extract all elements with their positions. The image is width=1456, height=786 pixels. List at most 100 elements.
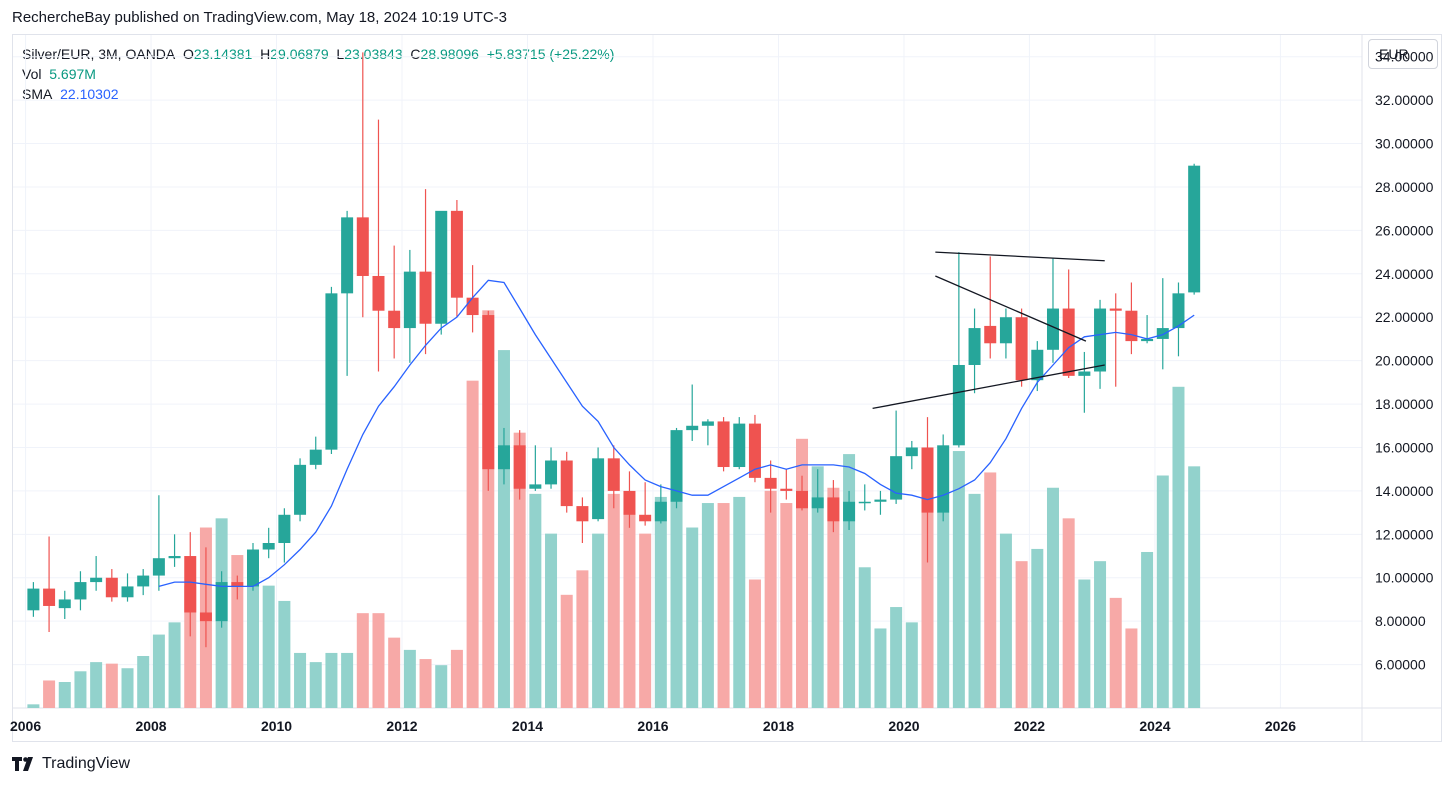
candle-body: [607, 458, 620, 491]
volume-row[interactable]: Vol 5.697M: [22, 64, 614, 84]
candle-body: [968, 328, 981, 365]
volume-bar: [168, 622, 181, 708]
tradingview-brand[interactable]: TradingView: [12, 755, 130, 773]
volume-bar: [701, 503, 714, 708]
candle: [905, 440, 918, 470]
x-tick-label: 2018: [763, 718, 794, 734]
candle: [780, 469, 793, 500]
candle: [560, 451, 573, 513]
candle: [388, 245, 401, 359]
candle: [231, 575, 244, 600]
close-value: 28.98096: [420, 46, 479, 62]
volume-bar: [1172, 386, 1185, 708]
volume-bar: [1141, 551, 1154, 708]
candle-body: [152, 558, 165, 576]
x-tick-label: 2008: [135, 718, 166, 734]
brand-name: TradingView: [42, 755, 131, 772]
y-tick-label: 20.00000: [1375, 353, 1434, 369]
candle: [545, 447, 558, 489]
candle: [325, 286, 338, 454]
candle: [341, 210, 354, 376]
candle-body: [121, 586, 134, 598]
candle: [74, 571, 87, 611]
y-tick-label: 8.00000: [1375, 613, 1426, 629]
volume-bar: [90, 662, 103, 708]
candle-body: [827, 497, 840, 522]
candle: [356, 52, 369, 318]
volume-value: 5.697M: [49, 66, 96, 82]
volume-bar: [858, 567, 871, 708]
volume-bar: [246, 579, 259, 708]
volume-bar: [262, 585, 275, 708]
candle-body: [215, 582, 228, 622]
candle: [1062, 269, 1075, 379]
volume-bar: [1109, 597, 1122, 708]
candle: [999, 308, 1012, 359]
candle: [654, 484, 667, 524]
candle: [670, 427, 683, 509]
candle-body: [497, 445, 510, 470]
candle-body: [921, 447, 934, 513]
candle: [419, 189, 432, 355]
candle: [90, 556, 103, 591]
candle-body: [1078, 371, 1091, 376]
volume-bar: [513, 432, 526, 708]
candle-body: [733, 423, 746, 468]
candle: [701, 419, 714, 446]
sma-row[interactable]: SMA 22.10302: [22, 84, 614, 104]
low-value: 23.03843: [344, 46, 403, 62]
candle-body: [1062, 308, 1075, 376]
volume-bar: [780, 503, 793, 708]
volume-bar: [560, 594, 573, 708]
y-tick-label: 28.00000: [1375, 179, 1434, 195]
y-tick-label: 34.00000: [1375, 49, 1434, 65]
volume-bar: [466, 380, 479, 708]
candle: [874, 490, 887, 515]
candle-body: [105, 577, 118, 598]
volume-bar: [1188, 466, 1201, 708]
candle: [199, 547, 212, 648]
volume-bar: [105, 663, 118, 708]
candle-body: [1172, 293, 1185, 329]
candle-body: [246, 549, 259, 587]
candle-body: [937, 445, 950, 513]
x-tick-label: 2014: [512, 718, 543, 734]
candle-body: [560, 460, 573, 507]
volume-bar: [764, 490, 777, 708]
candle-body: [1188, 165, 1201, 293]
y-tick-label: 16.00000: [1375, 439, 1434, 455]
candle-body: [764, 477, 777, 489]
x-tick-label: 2020: [888, 718, 919, 734]
candle-body: [482, 315, 495, 470]
candle: [1188, 163, 1201, 295]
sma-label: SMA: [22, 86, 53, 102]
high-label: H: [260, 46, 271, 62]
volume-bar: [278, 600, 291, 708]
candle-body: [1094, 308, 1107, 372]
y-tick-label: 6.00000: [1375, 657, 1426, 673]
candle-body: [513, 445, 526, 489]
currency-button[interactable]: EUR: [1368, 39, 1438, 69]
candle-body: [403, 271, 416, 329]
candle-body: [466, 297, 479, 316]
candle-body: [639, 514, 652, 522]
ohlc-row: Silver/EUR, 3M, OANDA O23.14381 H29.0687…: [22, 44, 614, 64]
candle: [372, 119, 385, 372]
volume-bar: [1125, 628, 1138, 708]
volume-bar: [529, 493, 542, 708]
volume-bar: [999, 533, 1012, 708]
y-tick-label: 10.00000: [1375, 570, 1434, 586]
chart-frame: [12, 34, 1442, 742]
volume-bar: [1031, 548, 1044, 708]
candle: [278, 508, 291, 563]
volume-bar: [372, 613, 385, 708]
x-tick-label: 2026: [1265, 718, 1296, 734]
candle-body: [294, 464, 307, 515]
candle: [215, 571, 228, 628]
candle: [403, 249, 416, 363]
x-tick-label: 2024: [1139, 718, 1170, 734]
symbol-label[interactable]: Silver/EUR, 3M, OANDA: [22, 46, 176, 62]
volume-bar: [1156, 475, 1169, 708]
candle-body: [545, 460, 558, 485]
